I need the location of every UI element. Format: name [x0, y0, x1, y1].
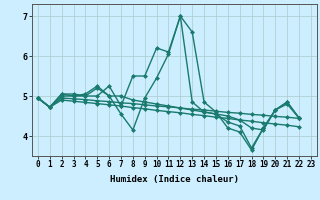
X-axis label: Humidex (Indice chaleur): Humidex (Indice chaleur) — [110, 175, 239, 184]
